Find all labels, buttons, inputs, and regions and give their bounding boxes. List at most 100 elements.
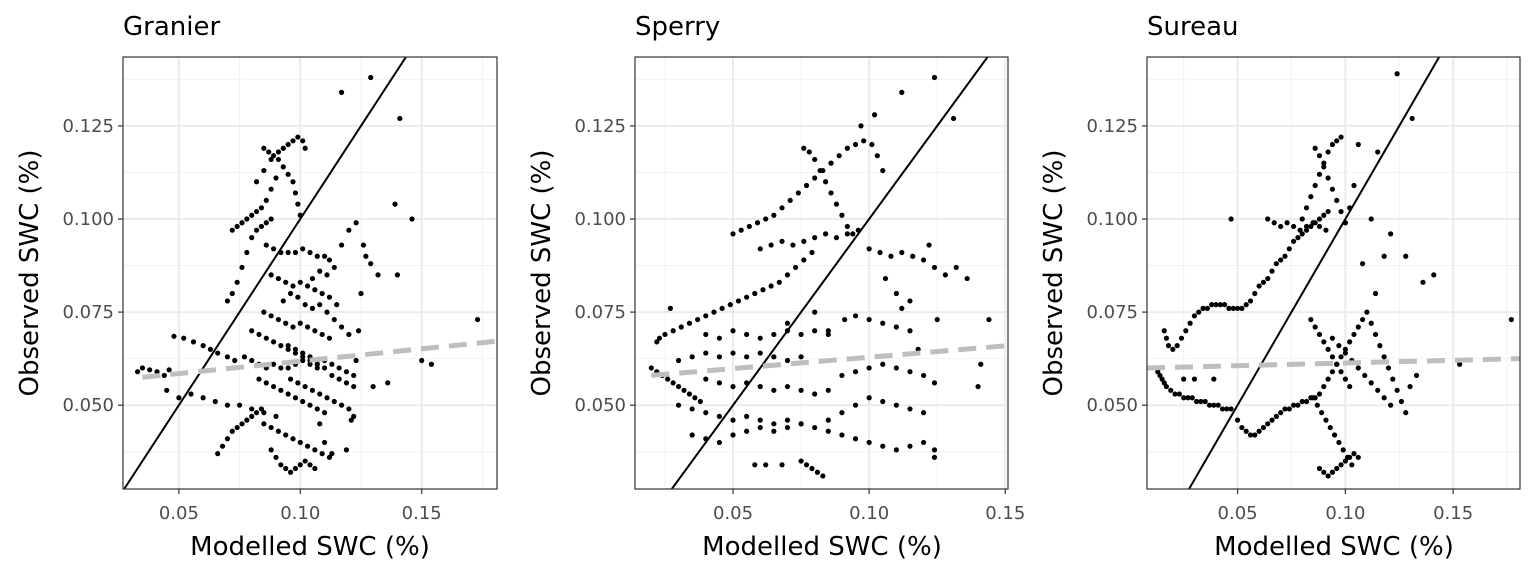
data-point — [287, 469, 294, 475]
data-point — [1295, 235, 1301, 241]
data-point — [844, 145, 850, 151]
data-point — [244, 216, 250, 222]
y-tick-label: 0.050 — [574, 395, 626, 416]
data-point — [300, 350, 306, 356]
data-point — [1222, 302, 1228, 308]
data-point — [312, 328, 318, 334]
data-point — [275, 156, 282, 163]
data-point — [336, 376, 342, 382]
data-point — [1228, 216, 1234, 222]
data-point — [1360, 316, 1366, 323]
data-point — [716, 335, 723, 341]
data-point — [219, 443, 226, 449]
data-point — [833, 201, 840, 207]
data-point — [297, 439, 303, 446]
data-point — [258, 205, 265, 211]
data-point — [1325, 208, 1331, 215]
data-point — [771, 387, 777, 393]
data-point — [1413, 372, 1420, 379]
data-point — [926, 242, 932, 248]
data-point — [1176, 391, 1182, 397]
grid-lines — [635, 57, 1008, 489]
data-point — [147, 367, 153, 373]
data-point — [297, 279, 303, 285]
data-point — [744, 294, 750, 300]
data-point — [910, 253, 916, 259]
data-point — [1282, 253, 1288, 259]
data-point — [1256, 428, 1262, 434]
data-point — [290, 436, 296, 442]
data-point — [675, 357, 682, 364]
data-point — [166, 367, 172, 373]
data-point — [828, 160, 834, 166]
data-point — [1338, 369, 1344, 375]
data-point — [920, 257, 927, 263]
data-point — [1230, 305, 1236, 311]
data-point — [1219, 406, 1226, 412]
x-tick-label: 0.05 — [159, 503, 199, 524]
data-point — [324, 309, 330, 315]
data-point — [820, 473, 826, 479]
data-point — [1351, 331, 1357, 338]
data-point — [326, 294, 333, 300]
data-point — [866, 316, 872, 323]
data-point — [263, 380, 269, 386]
data-point — [285, 249, 291, 256]
data-point — [790, 242, 796, 248]
data-point — [261, 410, 267, 416]
data-point — [850, 231, 856, 237]
data-point — [176, 395, 182, 401]
data-point — [1187, 320, 1193, 326]
data-point — [703, 376, 709, 382]
data-point — [757, 246, 763, 252]
data-point — [1174, 343, 1180, 349]
data-point — [188, 391, 194, 397]
data-point — [934, 316, 940, 323]
data-point — [249, 406, 255, 412]
data-point — [1193, 398, 1200, 405]
data-point — [880, 398, 886, 405]
data-point — [295, 380, 301, 386]
data-point — [346, 331, 352, 338]
data-point — [695, 316, 701, 323]
data-point — [1291, 238, 1297, 244]
plot-background — [1147, 57, 1520, 489]
data-point — [656, 335, 663, 341]
data-point — [803, 462, 810, 468]
data-point — [300, 354, 306, 360]
data-point — [1347, 383, 1353, 390]
data-point — [326, 335, 333, 341]
data-point — [899, 249, 905, 256]
data-point — [232, 357, 238, 364]
data-point — [287, 376, 294, 382]
data-point — [1260, 424, 1267, 431]
data-point — [703, 313, 709, 319]
identity-line — [1187, 57, 1441, 489]
data-point — [1321, 212, 1327, 218]
fit-line — [651, 343, 1008, 378]
data-point — [338, 324, 345, 330]
data-point — [825, 428, 831, 434]
data-point — [307, 402, 313, 408]
data-point — [744, 413, 750, 419]
data-point — [798, 331, 804, 338]
data-point — [1297, 227, 1303, 233]
data-point — [931, 264, 938, 271]
data-point — [244, 249, 250, 256]
data-point — [1381, 354, 1387, 360]
data-point — [348, 417, 354, 423]
data-point — [353, 220, 359, 226]
data-point — [1407, 383, 1413, 390]
data-point — [304, 324, 311, 330]
data-point — [314, 361, 320, 367]
data-point — [261, 145, 267, 151]
data-point — [1211, 402, 1217, 408]
data-point — [1388, 402, 1394, 408]
data-point — [161, 372, 167, 379]
data-point — [1334, 361, 1340, 367]
panel-1: 0.05 0.10 0.15 0.050 0.075 0.100 0.125 Granier M… — [15, 12, 498, 562]
data-point — [975, 383, 981, 390]
data-point — [1310, 220, 1316, 226]
data-point — [1316, 223, 1323, 230]
data-point — [1278, 223, 1284, 230]
